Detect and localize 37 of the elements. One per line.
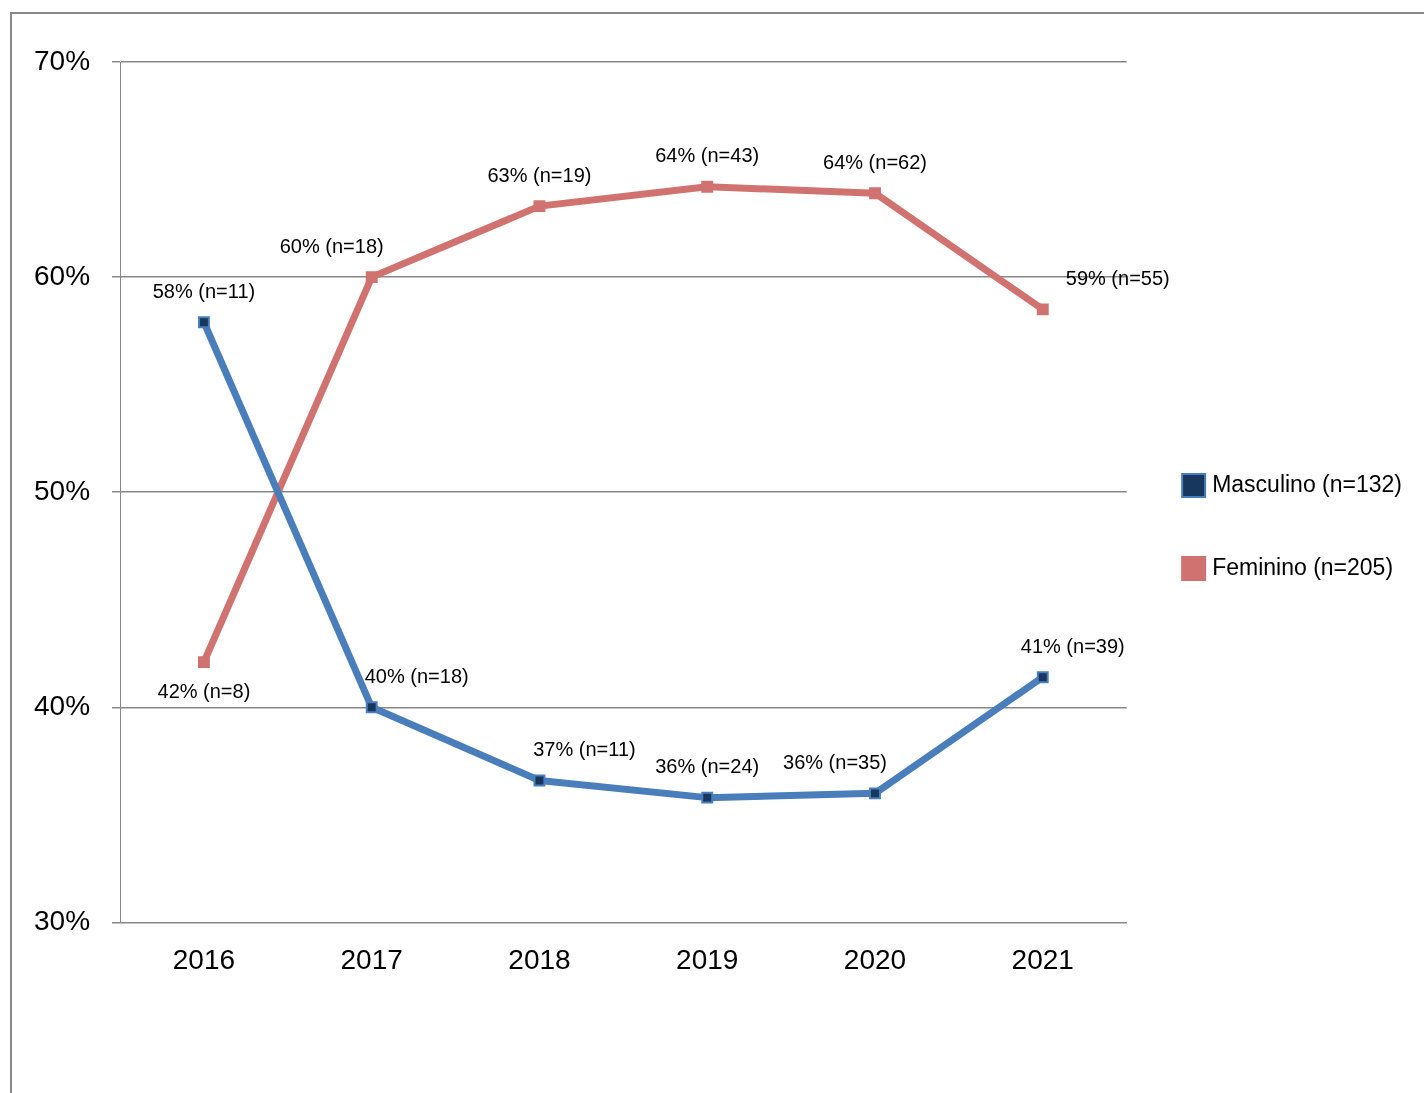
x-tick-label: 2016 bbox=[172, 943, 236, 975]
x-tick-label: 2017 bbox=[340, 943, 403, 975]
data-label: 60% (n=18) bbox=[279, 234, 384, 257]
data-label: 58% (n=11) bbox=[152, 279, 256, 302]
point bbox=[701, 791, 714, 804]
legend-label: Masculino (n=132) bbox=[1212, 470, 1403, 497]
point bbox=[869, 787, 881, 800]
data-label: 42% (n=8) bbox=[157, 679, 251, 702]
data-label: 59% (n=55) bbox=[1065, 266, 1170, 289]
data-label: 64% (n=62) bbox=[823, 150, 927, 173]
point bbox=[1036, 303, 1049, 316]
data-label: 36% (n=35) bbox=[783, 750, 887, 773]
point bbox=[197, 656, 210, 669]
point bbox=[365, 701, 378, 714]
point bbox=[533, 774, 546, 787]
x-tick-label: 2021 bbox=[1011, 943, 1074, 975]
data-label: 40% (n=18) bbox=[364, 664, 469, 687]
point bbox=[197, 316, 210, 329]
point bbox=[869, 187, 881, 200]
x-tick-label: 2020 bbox=[843, 943, 907, 975]
y-tick-label: 30% bbox=[33, 905, 91, 937]
point bbox=[1036, 671, 1049, 684]
point bbox=[365, 271, 378, 284]
data-label: 36% (n=24) bbox=[655, 755, 760, 778]
data-label: 64% (n=43) bbox=[655, 144, 760, 167]
y-tick-label: 60% bbox=[33, 259, 91, 291]
point bbox=[701, 180, 714, 193]
y-tick-label: 40% bbox=[33, 690, 91, 722]
x-tick-label: 2019 bbox=[676, 943, 739, 975]
data-label: 41% (n=39) bbox=[1020, 634, 1125, 657]
legend-label: Feminino (n=205) bbox=[1212, 553, 1394, 580]
data-label: 37% (n=11) bbox=[533, 737, 636, 760]
y-tick-label: 50% bbox=[33, 474, 91, 506]
point bbox=[533, 200, 546, 213]
x-tick-label: 2018 bbox=[508, 943, 571, 975]
data-label: 63% (n=19) bbox=[487, 163, 592, 186]
y-tick-label: 70% bbox=[33, 44, 91, 76]
